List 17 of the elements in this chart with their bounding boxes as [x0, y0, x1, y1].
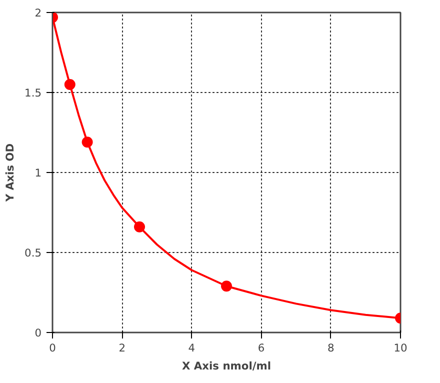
y-tick-label: 0.5: [24, 246, 42, 260]
y-tick-label: 2: [34, 6, 42, 20]
point: [82, 136, 93, 148]
point: [221, 280, 232, 292]
x-tick-label: 6: [258, 342, 265, 354]
y-tick-label: 1.5: [24, 86, 42, 100]
point: [134, 221, 145, 232]
y-tick-label: 1: [34, 166, 42, 180]
x-tick-label: 4: [188, 342, 196, 354]
x-axis-title: X Axis nmol/ml: [182, 360, 272, 372]
y-tick-label: 0: [34, 326, 42, 340]
x-tick-label: 10: [394, 342, 408, 354]
point: [64, 79, 76, 90]
x-tick-label: 8: [328, 342, 335, 354]
x-tick-label: 0: [49, 342, 56, 354]
y-axis-title: Y Axis OD: [4, 143, 17, 203]
x-tick-label: 2: [118, 342, 126, 354]
